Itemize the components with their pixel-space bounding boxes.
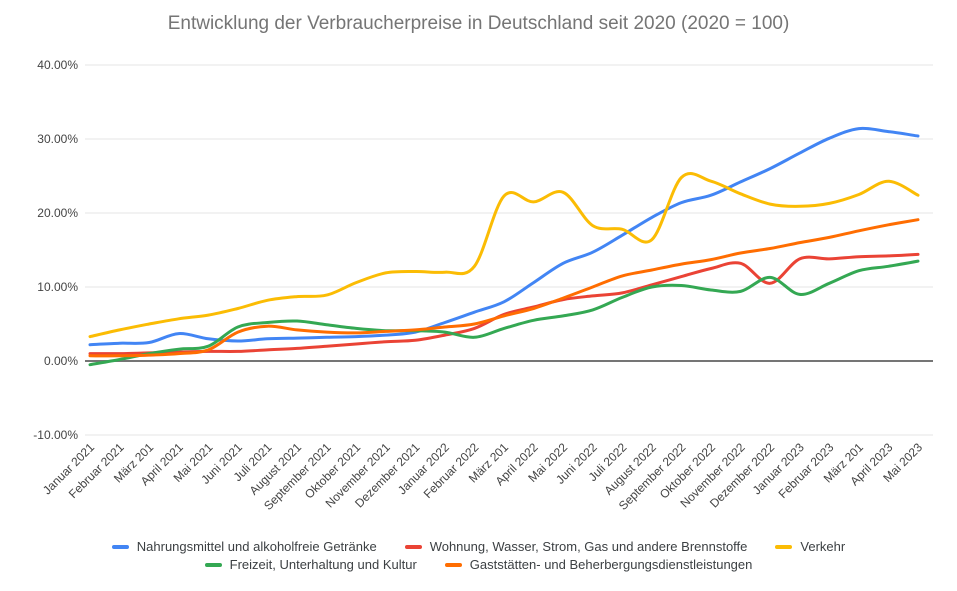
series-line-2 <box>88 172 920 339</box>
series-line-4 <box>88 218 920 358</box>
y-tick-label: 30.00% <box>37 132 78 146</box>
legend-swatch-icon <box>404 544 422 549</box>
legend-label: Nahrungsmittel und alkoholfreie Getränke <box>136 539 377 554</box>
legend-item: Nahrungsmittel und alkoholfreie Getränke <box>111 539 377 554</box>
legend-row: Freizeit, Unterhaltung und Kultur Gaststä… <box>191 557 767 572</box>
y-tick-label: -10.00% <box>33 428 78 442</box>
legend-item: Gaststätten- und Beherbergungsdienstleis… <box>444 557 753 572</box>
legend-item: Verkehr <box>775 539 845 554</box>
legend-item: Freizeit, Unterhaltung und Kultur <box>204 557 417 572</box>
legend-swatch-icon <box>204 562 222 567</box>
series-line-3 <box>88 259 920 367</box>
legend-swatch-icon <box>111 544 129 549</box>
legend-swatch-icon <box>444 562 462 567</box>
legend-item: Wohnung, Wasser, Strom, Gas und andere B… <box>404 539 748 554</box>
series-line-0 <box>88 126 920 347</box>
y-tick-label: 0.00% <box>44 354 78 368</box>
chart-title: Entwicklung der Verbraucherpreise in Deu… <box>167 13 790 34</box>
chart-legend: Nahrungsmittel und alkoholfreie Getränke… <box>0 539 957 572</box>
legend-label: Freizeit, Unterhaltung und Kultur <box>229 557 417 572</box>
y-tick-label: 40.00% <box>37 58 78 72</box>
y-tick-label: 20.00% <box>37 206 78 220</box>
legend-swatch-icon <box>775 544 793 549</box>
legend-label: Verkehr <box>800 539 846 554</box>
legend-label: Wohnung, Wasser, Strom, Gas und andere B… <box>429 539 748 554</box>
legend-row: Nahrungsmittel und alkoholfreie Getränke… <box>98 539 859 554</box>
y-tick-label: 10.00% <box>37 280 78 294</box>
legend-label: Gaststätten- und Beherbergungsdienstleis… <box>469 557 753 572</box>
